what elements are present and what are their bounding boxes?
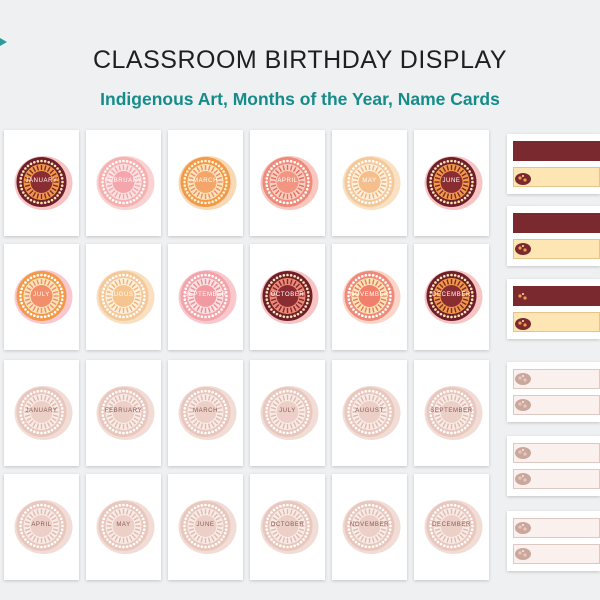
month-card: JANUARY bbox=[4, 360, 79, 466]
dot-art-medallion-icon bbox=[14, 386, 73, 440]
dot-art-medallion-icon bbox=[178, 386, 237, 440]
month-card: MAY bbox=[332, 130, 407, 236]
month-card: APRIL bbox=[4, 474, 79, 580]
month-label: MAY bbox=[116, 522, 131, 528]
month-card: FEBRUARY bbox=[86, 360, 161, 466]
name-card bbox=[507, 134, 600, 194]
month-label: JANUARY bbox=[25, 178, 58, 184]
dot-art-medallion-icon bbox=[178, 270, 237, 324]
month-card: JANUARY bbox=[4, 130, 79, 236]
month-card: JULY bbox=[250, 360, 325, 466]
month-label: AUGUST bbox=[109, 292, 138, 298]
page-subtitle: Indigenous Art, Months of the Year, Name… bbox=[100, 89, 500, 109]
month-card: AUGUST bbox=[86, 244, 161, 350]
month-card: OCTOBER bbox=[250, 474, 325, 580]
dot-art-medallion-icon bbox=[260, 270, 319, 324]
dot-art-medallion-icon bbox=[14, 500, 73, 554]
month-label: DECEMBER bbox=[432, 522, 471, 528]
dancers-icon bbox=[513, 544, 533, 564]
month-label: DECEMBER bbox=[432, 292, 471, 298]
month-card: SEPTEMBER bbox=[414, 360, 489, 466]
month-label: NOVEMBER bbox=[349, 292, 390, 298]
dot-art-medallion-icon bbox=[96, 270, 155, 324]
month-label: MARCH bbox=[193, 178, 218, 184]
kangaroo-icon bbox=[513, 287, 533, 307]
dot-art-medallion-icon bbox=[342, 270, 401, 324]
goanna-icon bbox=[513, 169, 533, 189]
name-card bbox=[507, 511, 600, 571]
month-label: SEPTEMBER bbox=[430, 408, 473, 414]
month-card: MARCH bbox=[168, 360, 243, 466]
dot-art-medallion-icon bbox=[424, 386, 483, 440]
dot-art-medallion-icon bbox=[424, 270, 483, 324]
month-label: FEBRUARY bbox=[104, 408, 143, 414]
name-card bbox=[507, 436, 600, 496]
echidna-icon bbox=[513, 369, 533, 389]
month-label: AUGUST bbox=[355, 408, 384, 414]
dot-art-medallion-icon bbox=[424, 156, 483, 210]
month-label: NOVEMBER bbox=[349, 522, 390, 528]
name-card bbox=[507, 362, 600, 422]
platypus-icon bbox=[513, 443, 533, 463]
month-label: FEBRUARY bbox=[104, 178, 143, 184]
name-strip bbox=[513, 141, 600, 161]
month-card: MAY bbox=[86, 474, 161, 580]
name-card bbox=[507, 279, 600, 339]
dot-art-medallion-icon bbox=[14, 270, 73, 324]
month-card: NOVEMBER bbox=[332, 244, 407, 350]
month-card: DECEMBER bbox=[414, 474, 489, 580]
dot-art-medallion-icon bbox=[14, 156, 73, 210]
kangaroo-icon bbox=[513, 518, 533, 538]
dot-art-medallion-icon bbox=[178, 156, 237, 210]
dot-art-medallion-icon bbox=[424, 500, 483, 554]
goanna-icon bbox=[513, 469, 533, 489]
month-label: OCTOBER bbox=[270, 292, 305, 298]
month-label: MAY bbox=[362, 178, 377, 184]
month-card: FEBRUARY bbox=[86, 130, 161, 236]
dot-art-medallion-icon bbox=[178, 500, 237, 554]
month-card: JULY bbox=[4, 244, 79, 350]
dot-art-medallion-icon bbox=[342, 156, 401, 210]
month-label: JULY bbox=[279, 408, 296, 414]
month-label: SEPTEMBER bbox=[184, 292, 227, 298]
month-label: JUNE bbox=[442, 178, 461, 184]
month-label: JULY bbox=[33, 292, 50, 298]
month-card: AUGUST bbox=[332, 360, 407, 466]
month-card: NOVEMBER bbox=[332, 474, 407, 580]
page-title: CLASSROOM BIRTHDAY DISPLAY bbox=[92, 46, 508, 74]
name-strip bbox=[513, 213, 600, 233]
goanna-icon bbox=[513, 395, 533, 415]
month-card: JUNE bbox=[168, 474, 243, 580]
dancers-icon bbox=[513, 314, 533, 334]
month-label: OCTOBER bbox=[270, 522, 305, 528]
name-strip bbox=[513, 286, 600, 306]
month-card: SEPTEMBER bbox=[168, 244, 243, 350]
month-label: JANUARY bbox=[25, 408, 58, 414]
month-card: DECEMBER bbox=[414, 244, 489, 350]
month-label: APRIL bbox=[277, 178, 298, 184]
turtle-icon bbox=[513, 239, 533, 259]
month-card: OCTOBER bbox=[250, 244, 325, 350]
dot-art-medallion-icon bbox=[96, 386, 155, 440]
month-card: APRIL bbox=[250, 130, 325, 236]
dot-art-medallion-icon bbox=[342, 386, 401, 440]
dot-art-medallion-icon bbox=[342, 500, 401, 554]
name-card bbox=[507, 206, 600, 266]
dot-art-medallion-icon bbox=[96, 156, 155, 210]
dot-art-medallion-icon bbox=[260, 156, 319, 210]
month-label: JUNE bbox=[196, 522, 215, 528]
dot-art-medallion-icon bbox=[260, 386, 319, 440]
month-label: MARCH bbox=[193, 408, 218, 414]
month-card: MARCH bbox=[168, 130, 243, 236]
dot-art-medallion-icon bbox=[96, 500, 155, 554]
month-card: JUNE bbox=[414, 130, 489, 236]
dot-art-medallion-icon bbox=[260, 500, 319, 554]
month-label: APRIL bbox=[31, 522, 52, 528]
decorative-arrow-icon bbox=[0, 38, 7, 46]
